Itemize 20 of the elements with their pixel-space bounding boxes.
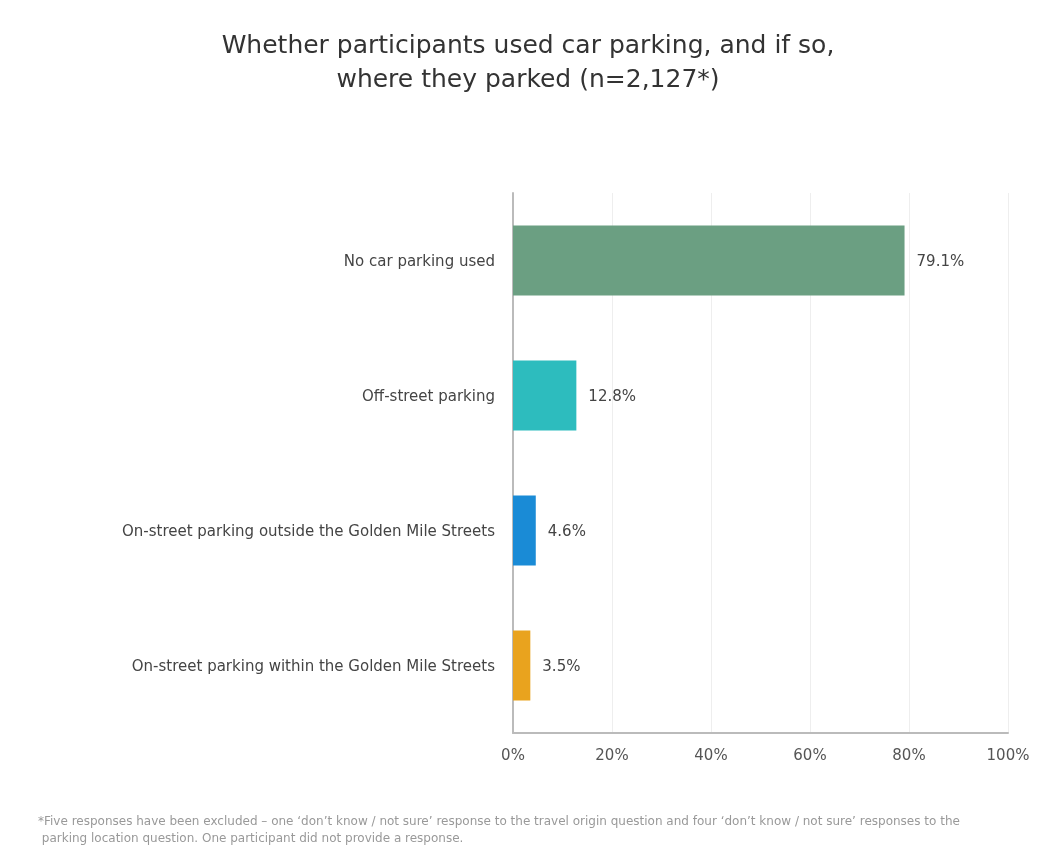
y-tick-label: On-street parking outside the Golden Mile Streets bbox=[121, 521, 496, 540]
chart-title: Whether participants used car parking, and if so, where they parked (n=2,127*) bbox=[221, 29, 835, 93]
y-tick-label: No car parking used bbox=[343, 251, 495, 270]
data-label: 12.8% bbox=[588, 386, 637, 405]
bar bbox=[513, 495, 536, 566]
data-label: 3.5% bbox=[542, 656, 581, 675]
x-tick-label: 0% bbox=[501, 745, 525, 764]
y-tick-label: Off-street parking bbox=[362, 386, 495, 405]
bar bbox=[513, 360, 577, 431]
data-label: 4.6% bbox=[547, 521, 586, 540]
bar bbox=[513, 225, 905, 296]
x-tick-label: 100% bbox=[986, 745, 1030, 764]
x-tick-label: 60% bbox=[793, 745, 827, 764]
bar bbox=[513, 630, 531, 701]
y-tick-label: On-street parking within the Golden Mile Streets bbox=[131, 656, 496, 675]
x-tick-label: 40% bbox=[694, 745, 728, 764]
x-tick-label: 80% bbox=[892, 745, 926, 764]
x-tick-label: 20% bbox=[595, 745, 629, 764]
data-label: 79.1% bbox=[916, 251, 965, 270]
text: *Five responses have been excluded – one ‘don’t know / not sure’ response to the travel origin question and four ‘don’t know / not sure’ responses to the parking location question. One participant did not provide a response. bbox=[38, 813, 960, 845]
